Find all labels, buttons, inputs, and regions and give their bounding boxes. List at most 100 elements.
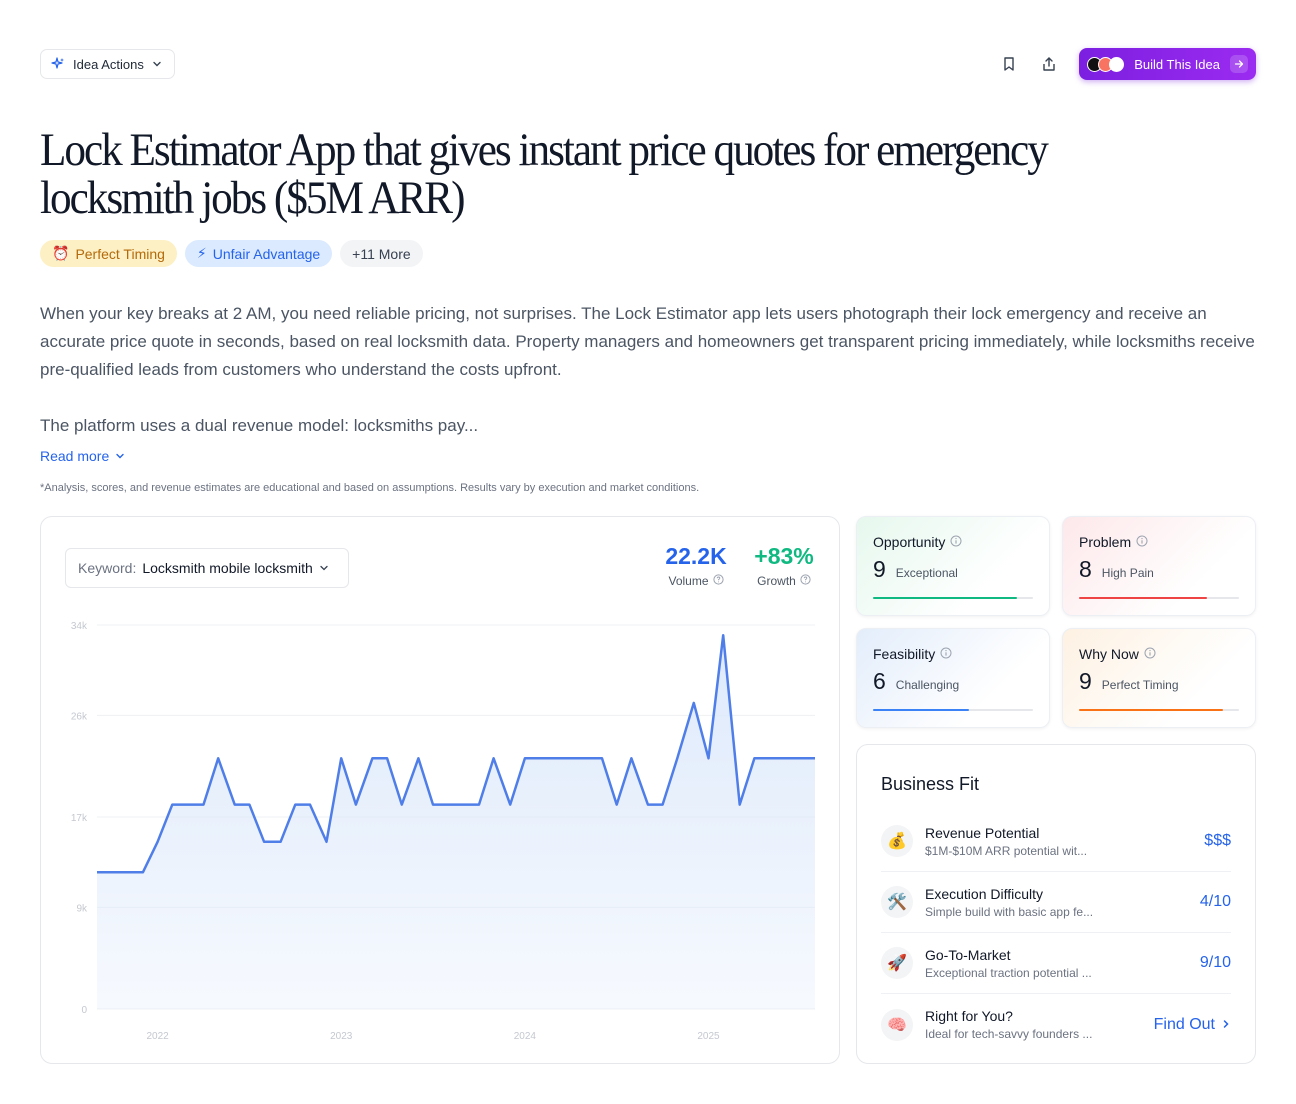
read-more-label: Read more [40,448,110,464]
row-value: 4/10 [1199,893,1231,910]
x-tick-label: 2025 [697,1031,720,1042]
header-actions: Build This Idea [999,48,1256,80]
row-desc: $1M-$10M ARR potential wit... [925,843,1088,858]
rocket-icon: 🚀 [881,947,913,979]
score-value: 9 [1079,668,1092,694]
series-area [97,635,815,1009]
row-title: Execution Difficulty [925,885,1044,902]
row-title: Right for You? [925,1008,1013,1024]
row-value: 9/10 [1199,954,1231,971]
volume-stat: 22.2K Volume [661,543,731,588]
info-icon[interactable] [1144,646,1156,662]
business-fit-row-gtm[interactable]: 🚀 Go-To-Market Exceptional traction poten… [881,933,1231,994]
score-bar [1079,709,1239,711]
growth-label-row: Growth [747,574,821,588]
lightning-icon: ⚡ [196,245,207,261]
trend-chart-card: Keyword: Locksmith mobile locksmith 22.2… [40,516,840,1064]
alarm-clock-icon: ⏰ [52,245,70,261]
score-value: 6 [873,668,886,694]
score-subtitle: Challenging [895,678,960,692]
tag-label: Unfair Advantage [212,245,321,262]
business-fit-row-right-for-you[interactable]: 🧠 Right for You? Ideal for tech-savvy fou… [881,994,1231,1055]
score-subtitle: High Pain [1101,566,1154,580]
idea-description: When your key breaks at 2 AM, you need r… [40,300,1260,440]
build-this-idea-button[interactable]: Build This Idea [1079,48,1256,80]
page-title: Lock Estimator App that gives instant pr… [40,124,1049,224]
find-out-label: Find Out [1153,1015,1215,1033]
y-tick-label: 17k [71,813,88,824]
info-icon[interactable] [950,534,962,550]
growth-label: Growth [757,574,796,588]
row-value: $$$ [1204,832,1231,849]
volume-value: 22.2K [665,543,727,569]
idea-actions-label: Idea Actions [73,56,144,72]
tag-label: Perfect Timing [75,245,165,262]
chevron-down-icon [115,448,125,464]
info-icon[interactable] [1136,534,1148,550]
partner-logo-3 [1109,56,1125,72]
tag-more[interactable]: +11 More [340,240,423,267]
share-icon[interactable] [1039,54,1059,74]
score-subtitle: Perfect Timing [1101,678,1179,692]
money-bag-icon: 💰 [881,825,913,857]
volume-label: Volume [668,574,709,588]
keyword-select[interactable]: Keyword: Locksmith mobile locksmith [65,548,349,588]
help-icon[interactable] [800,574,811,588]
score-value: 9 [873,556,886,582]
score-bar [873,597,1033,599]
tools-icon: 🛠️ [881,886,913,918]
y-tick-label: 0 [81,1005,87,1016]
business-fit-card: Business Fit 💰 Revenue Potential $1M-$10M… [856,744,1256,1064]
keyword-value: Locksmith mobile locksmith [142,560,313,576]
row-title: Go-To-Market [925,946,1011,963]
x-tick-label: 2022 [146,1031,169,1042]
score-title: Problem [1079,534,1132,550]
score-value: 8 [1079,556,1092,582]
score-bar [873,709,1033,711]
idea-actions-button[interactable]: Idea Actions [40,49,175,79]
score-card-opportunity[interactable]: Opportunity 9 Exceptional [856,516,1050,616]
y-tick-label: 34k [71,621,88,632]
score-card-problem[interactable]: Problem 8 High Pain [1062,516,1256,616]
score-bar-fill [1079,709,1223,711]
score-title: Why Now [1079,646,1139,662]
description-paragraph-2: The platform uses a dual revenue model: … [40,416,479,435]
description-paragraph-1: When your key breaks at 2 AM, you need r… [40,304,1255,379]
x-tick-label: 2023 [330,1031,353,1042]
score-title: Feasibility [873,646,936,662]
volume-label-row: Volume [661,574,731,588]
row-desc: Ideal for tech-savvy founders ... [925,1027,1093,1041]
series-line [97,633,815,874]
chevron-down-icon [319,560,329,576]
chevron-right-icon [1221,1016,1231,1034]
partner-logos [1087,56,1125,72]
score-bar-fill [873,597,1017,599]
bookmark-icon[interactable] [999,54,1019,74]
read-more-link[interactable]: Read more [40,448,125,464]
find-out-link[interactable]: Find Out [1154,1016,1231,1034]
growth-value: +83% [754,543,814,569]
growth-stat: +83% Growth [747,543,821,588]
brain-icon: 🧠 [881,1008,913,1041]
tag-perfect-timing[interactable]: ⏰ Perfect Timing [40,240,177,267]
search-volume-chart: 34k 26k 17k 9k 0 2022 2023 2024 2025 [71,621,815,1042]
sparkle-icon [51,57,65,71]
x-tick-label: 2024 [514,1031,537,1042]
y-tick-label: 9k [76,903,88,914]
score-bar [1079,597,1239,599]
info-icon[interactable] [940,646,952,662]
tag-unfair-advantage[interactable]: ⚡ Unfair Advantage [184,240,333,267]
score-card-why-now[interactable]: Why Now 9 Perfect Timing [1062,628,1256,728]
y-tick-label: 26k [71,711,88,722]
score-card-feasibility[interactable]: Feasibility 6 Challenging [856,628,1050,728]
row-desc: Exceptional traction potential ... [925,965,1092,980]
help-icon[interactable] [712,574,724,588]
keyword-label: Keyword: [78,560,137,576]
build-label: Build This Idea [1134,56,1220,72]
business-fit-row-revenue[interactable]: 💰 Revenue Potential $1M-$10M ARR potentia… [881,811,1231,872]
row-desc: Simple build with basic app fe... [925,904,1094,919]
disclaimer: *Analysis, scores, and revenue estimates… [40,482,700,494]
score-title: Opportunity [873,534,946,550]
business-fit-row-execution[interactable]: 🛠️ Execution Difficulty Simple build with… [881,872,1231,933]
chevron-down-icon [152,59,162,69]
